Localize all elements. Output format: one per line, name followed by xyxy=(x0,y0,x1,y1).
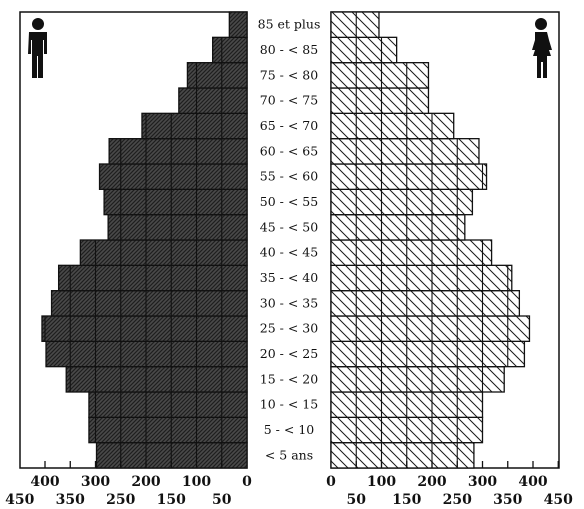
age-group-label: 10 - < 15 xyxy=(260,397,318,412)
male-tick-label: 150 xyxy=(157,492,186,508)
female-bar xyxy=(330,264,513,292)
age-group-label: 80 - < 85 xyxy=(260,42,318,57)
male-bar xyxy=(50,290,248,317)
female-bar xyxy=(330,138,480,165)
male-bars xyxy=(41,11,248,469)
female-tick-label: 150 xyxy=(392,492,421,508)
male-tick-label: 0 xyxy=(242,474,252,490)
male-bar xyxy=(65,366,248,393)
female-tick-label: 50 xyxy=(347,492,367,508)
female-tick-label: 100 xyxy=(367,474,396,490)
male-bar xyxy=(98,163,248,190)
female-bar xyxy=(330,290,521,317)
female-tick-label: 0 xyxy=(326,474,336,490)
female-icon xyxy=(532,18,552,78)
age-group-label: 70 - < 75 xyxy=(260,93,318,108)
age-group-label: 65 - < 70 xyxy=(260,118,318,133)
age-group-labels: < 5 ans 5 - < 10 10 - < 15 15 - < 20 20 - < … xyxy=(258,17,321,463)
male-tick-label: 300 xyxy=(81,474,110,490)
female-bar xyxy=(330,163,488,190)
female-tick-label: 400 xyxy=(518,474,547,490)
male-tick-label: 50 xyxy=(212,492,232,508)
female-bar xyxy=(330,214,466,241)
male-tick-label: 350 xyxy=(56,492,85,508)
female-tick-label: 450 xyxy=(544,492,573,508)
female-bar xyxy=(330,340,526,368)
female-bar xyxy=(330,36,398,64)
age-group-label: 20 - < 25 xyxy=(260,346,318,361)
age-group-label: 55 - < 60 xyxy=(260,169,318,184)
female-bar xyxy=(330,112,455,140)
male-tick-label: 250 xyxy=(106,492,135,508)
female-bar xyxy=(330,62,430,89)
age-group-label: 75 - < 80 xyxy=(260,67,318,82)
female-tick-label: 200 xyxy=(417,474,446,490)
male-tick-label: 400 xyxy=(30,474,59,490)
age-group-label: 30 - < 35 xyxy=(260,295,318,310)
age-group-label: 40 - < 45 xyxy=(260,245,318,260)
age-group-label: 60 - < 65 xyxy=(260,143,318,158)
age-group-label: 5 - < 10 xyxy=(264,422,315,437)
female-bar xyxy=(330,442,475,469)
male-tick-label: 100 xyxy=(182,474,211,490)
female-tick-label: 250 xyxy=(443,492,472,508)
male-tick-label: 200 xyxy=(131,474,160,490)
male-bar xyxy=(212,36,248,64)
male-bar xyxy=(178,87,248,114)
age-group-label: 45 - < 50 xyxy=(260,219,318,234)
male-axis-ticks: 400 300 200 100 0 450 350 250 150 50 xyxy=(5,461,252,508)
age-group-label: 85 et plus xyxy=(258,17,321,32)
male-bar xyxy=(103,188,248,216)
female-bar xyxy=(330,11,380,38)
male-icon xyxy=(28,18,47,78)
male-bar xyxy=(228,11,248,38)
age-group-label: < 5 ans xyxy=(265,447,313,462)
male-bar xyxy=(108,138,248,165)
female-bar xyxy=(330,239,493,266)
female-bars xyxy=(330,11,531,469)
age-group-label: 15 - < 20 xyxy=(260,371,318,386)
age-group-label: 25 - < 30 xyxy=(260,321,318,336)
male-bar xyxy=(141,112,248,140)
male-bar xyxy=(41,315,248,342)
female-bar xyxy=(330,366,505,393)
male-bar xyxy=(88,391,248,418)
female-bar xyxy=(330,87,430,114)
female-bar xyxy=(330,188,474,216)
male-bar xyxy=(57,264,248,292)
age-group-label: 35 - < 40 xyxy=(260,270,318,285)
female-axis-ticks: 0 100 200 300 400 50 150 250 350 450 xyxy=(326,461,573,508)
female-tick-label: 300 xyxy=(468,474,497,490)
male-tick-label: 450 xyxy=(5,492,34,508)
female-bar xyxy=(330,315,531,342)
age-group-label: 50 - < 55 xyxy=(260,194,318,209)
male-bar xyxy=(88,416,248,444)
male-bar xyxy=(107,214,248,241)
female-tick-label: 350 xyxy=(493,492,522,508)
